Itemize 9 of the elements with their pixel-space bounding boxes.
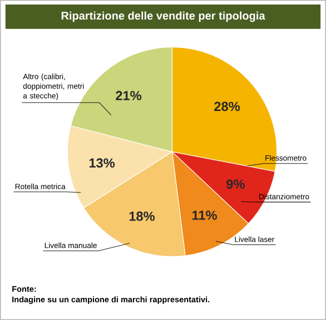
data-label: 18% <box>130 212 155 221</box>
source-note: Fonte: <box>12 286 36 292</box>
data-label: 13% <box>90 158 115 168</box>
data-label: 21% <box>116 90 142 100</box>
data-label: 28% <box>214 102 240 112</box>
data-label: 11% <box>192 210 217 220</box>
chart-title: Ripartizione delle vendite per tipologia <box>62 12 266 22</box>
data-label: 9% <box>226 180 245 189</box>
text: Indagine su un campione di marchi rappresentativi. <box>12 296 210 304</box>
